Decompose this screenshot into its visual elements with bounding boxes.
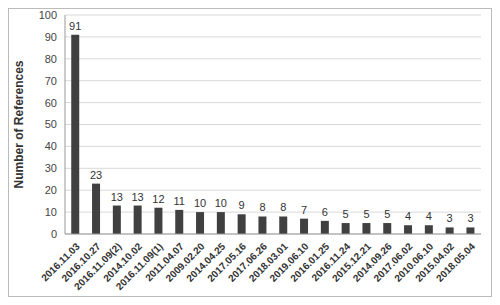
svg-text:2016.01.25: 2016.01.25 bbox=[288, 240, 332, 284]
svg-text:2011.04.07: 2011.04.07 bbox=[143, 240, 186, 284]
svg-text:2017.06.02: 2017.06.02 bbox=[371, 240, 415, 284]
svg-text:2018.03.01: 2018.03.01 bbox=[246, 240, 290, 284]
svg-text:0: 0 bbox=[51, 228, 57, 240]
svg-text:23: 23 bbox=[90, 169, 102, 181]
svg-text:80: 80 bbox=[45, 53, 57, 65]
svg-text:2015.04.02: 2015.04.02 bbox=[413, 240, 457, 284]
svg-text:5: 5 bbox=[384, 208, 390, 220]
svg-text:2009.02.20: 2009.02.20 bbox=[163, 240, 207, 284]
svg-text:10: 10 bbox=[194, 197, 206, 209]
svg-text:10: 10 bbox=[215, 197, 227, 209]
svg-text:3: 3 bbox=[467, 212, 473, 224]
svg-text:2016.11.09(2): 2016.11.09(2) bbox=[72, 240, 124, 293]
svg-text:12: 12 bbox=[152, 193, 164, 205]
svg-text:60: 60 bbox=[45, 97, 57, 109]
svg-text:2019.06.10: 2019.06.10 bbox=[267, 240, 311, 284]
svg-text:3: 3 bbox=[447, 212, 453, 224]
svg-text:100: 100 bbox=[39, 9, 57, 21]
svg-text:4: 4 bbox=[426, 210, 432, 222]
svg-text:2010.06.10: 2010.06.10 bbox=[392, 240, 436, 284]
svg-text:5: 5 bbox=[343, 208, 349, 220]
svg-text:10: 10 bbox=[45, 206, 57, 218]
svg-text:2014.10.02: 2014.10.02 bbox=[101, 240, 145, 284]
svg-text:91: 91 bbox=[69, 20, 81, 32]
svg-text:2016.11.03: 2016.11.03 bbox=[39, 240, 82, 284]
svg-text:11: 11 bbox=[174, 195, 185, 207]
svg-text:2016.10.27: 2016.10.27 bbox=[59, 240, 103, 284]
svg-text:2017.06.26: 2017.06.26 bbox=[225, 240, 269, 284]
svg-text:4: 4 bbox=[405, 210, 411, 222]
svg-text:90: 90 bbox=[45, 31, 57, 43]
svg-text:2014.04.25: 2014.04.25 bbox=[184, 240, 228, 284]
svg-text:8: 8 bbox=[259, 201, 265, 213]
svg-text:2015.12.21: 2015.12.21 bbox=[329, 240, 373, 284]
svg-text:Number of References: Number of References bbox=[12, 60, 26, 188]
svg-text:70: 70 bbox=[45, 75, 57, 87]
svg-text:40: 40 bbox=[45, 140, 57, 152]
svg-text:8: 8 bbox=[280, 201, 286, 213]
svg-text:5: 5 bbox=[363, 208, 369, 220]
svg-text:2014.09.26: 2014.09.26 bbox=[350, 240, 394, 284]
svg-text:6: 6 bbox=[322, 206, 328, 218]
svg-text:50: 50 bbox=[45, 118, 57, 130]
svg-text:2016.11.09(1): 2016.11.09(1) bbox=[113, 240, 165, 293]
svg-text:13: 13 bbox=[111, 191, 123, 203]
svg-text:9: 9 bbox=[239, 199, 245, 211]
svg-text:30: 30 bbox=[45, 162, 57, 174]
svg-text:2017.05.16: 2017.05.16 bbox=[205, 240, 249, 284]
svg-text:2016.11.24: 2016.11.24 bbox=[309, 240, 353, 284]
svg-text:2018.05.04: 2018.05.04 bbox=[434, 240, 477, 283]
svg-text:20: 20 bbox=[45, 184, 57, 196]
svg-text:13: 13 bbox=[132, 191, 144, 203]
svg-text:7: 7 bbox=[301, 204, 307, 216]
